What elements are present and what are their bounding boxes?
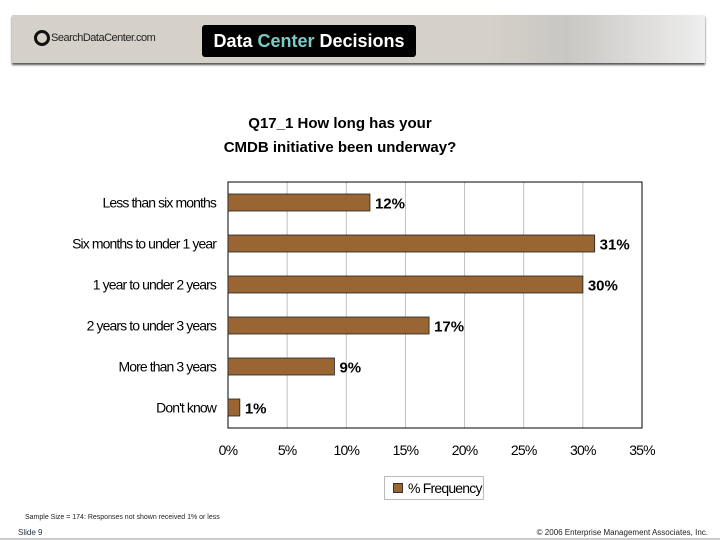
chart-title: Q17_1 How long has your CMDB initiative b… [170, 112, 510, 160]
x-tick-label: 20% [452, 442, 478, 458]
category-label: 1 year to under 2 years [93, 277, 217, 293]
bar [227, 398, 241, 417]
footer-divider [0, 538, 720, 540]
brand-part: Data [213, 31, 258, 51]
legend-swatch [393, 483, 403, 493]
title-line: CMDB initiative been underway? [223, 139, 457, 156]
eye-icon [34, 30, 50, 46]
brand-title: Data Center Decisions [202, 25, 416, 57]
data-label: 12% [375, 196, 405, 213]
data-label: 9% [339, 360, 361, 377]
searchdatacenter-logo: SearchDataCenter.com [34, 30, 156, 46]
brand-part: Center [257, 31, 315, 51]
bar [227, 234, 596, 253]
brand-part: Decisions [314, 31, 405, 51]
logo-text: SearchDataCenter.com [51, 31, 156, 44]
x-tick-label: 5% [278, 442, 297, 458]
x-tick-label: 30% [570, 442, 596, 458]
sample-note: Sample Size = 174: Responses not shown r… [25, 514, 220, 521]
bar [227, 316, 430, 335]
slide-number: Slide 9 [18, 528, 43, 537]
data-label: 17% [434, 319, 464, 336]
bar [227, 193, 371, 212]
title-line: Q17_1 How long has your [248, 115, 432, 132]
category-label: More than 3 years [118, 359, 216, 375]
header-banner: SearchDataCenter.com Data Center Decisio… [12, 15, 705, 63]
category-label: Six months to under 1 year [72, 236, 217, 252]
legend-label: % Frequency [408, 480, 482, 496]
category-label: 2 years to under 3 years [87, 318, 217, 334]
category-label: Don't know [156, 400, 218, 416]
bar [227, 357, 335, 376]
category-label: Less than six months [102, 195, 216, 211]
x-tick-label: 35% [629, 442, 655, 458]
legend: % Frequency [384, 476, 484, 500]
data-label: 31% [600, 237, 630, 254]
bar [227, 275, 584, 294]
x-tick-label: 15% [393, 442, 419, 458]
x-tick-label: 0% [219, 442, 238, 458]
data-label: 30% [588, 278, 618, 295]
x-tick-label: 10% [333, 442, 359, 458]
copyright: © 2006 Enterprise Management Associates,… [536, 528, 708, 537]
plot-area [227, 181, 643, 429]
x-tick-label: 25% [511, 442, 537, 458]
data-label: 1% [245, 401, 267, 418]
